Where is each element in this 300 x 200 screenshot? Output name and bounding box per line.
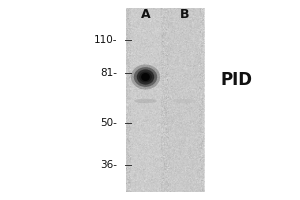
Ellipse shape	[134, 67, 157, 87]
Ellipse shape	[134, 99, 157, 103]
Text: A: A	[141, 8, 150, 21]
Bar	[126, 8, 204, 192]
Ellipse shape	[173, 99, 196, 103]
Bar	[169, 8, 200, 192]
Text: 81-: 81-	[100, 68, 117, 78]
Text: PID: PID	[220, 71, 253, 89]
Text: 50-: 50-	[100, 118, 117, 128]
Text: 110-: 110-	[94, 35, 117, 45]
Text: 36-: 36-	[100, 160, 117, 170]
Ellipse shape	[139, 72, 152, 82]
Text: B: B	[180, 8, 189, 21]
Ellipse shape	[141, 73, 150, 81]
Ellipse shape	[137, 69, 154, 85]
Bar	[130, 8, 160, 192]
Ellipse shape	[131, 64, 160, 90]
